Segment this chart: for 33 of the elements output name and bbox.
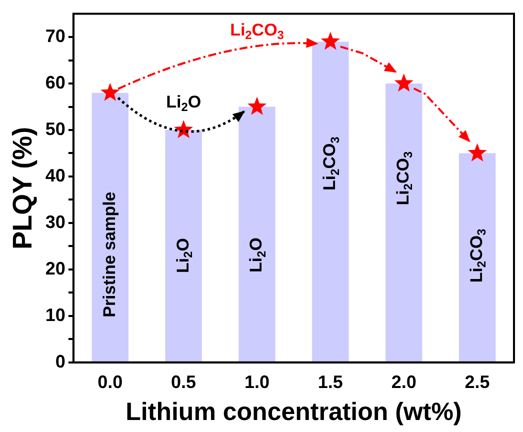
y-tick-label: 20 — [45, 258, 66, 278]
annotation: Li2CO3 — [466, 228, 489, 283]
point — [100, 82, 120, 101]
y-axis-title: PLQY (%) — [8, 126, 38, 250]
y-tick-label: 60 — [45, 72, 66, 92]
annotation: Li2O — [246, 238, 268, 273]
x-tick-label: 1.0 — [244, 372, 270, 392]
point — [247, 96, 267, 115]
bar — [165, 130, 202, 362]
y-tick-label: 30 — [45, 212, 66, 232]
annotation: Pristine sample — [100, 192, 119, 318]
y-tick-label: 0 — [55, 351, 66, 372]
annotation: Li2CO3 — [394, 151, 416, 206]
x-tick-label: 2.0 — [391, 372, 416, 392]
y-tick-label: 10 — [45, 304, 66, 325]
x-tick-label: 2.5 — [464, 372, 490, 392]
y-tick-label: 50 — [45, 118, 66, 139]
bar — [238, 106, 276, 362]
bar — [312, 42, 349, 362]
x-tick-label: 1.5 — [318, 372, 343, 392]
annotation: Li2CO3 — [320, 136, 342, 190]
point — [468, 143, 487, 162]
x-tick-label: 0.0 — [98, 372, 123, 392]
y-tick-label: 70 — [45, 26, 66, 46]
annotation: Li2O — [173, 238, 195, 273]
bar — [386, 84, 422, 362]
y-tick-label: 40 — [45, 165, 66, 186]
x-axis-title: Lithium concentration (wt%) — [126, 398, 462, 426]
bar — [458, 153, 496, 362]
point — [394, 74, 414, 92]
x-tick-label: 0.5 — [171, 372, 196, 392]
point — [320, 32, 340, 50]
bar — [92, 92, 128, 362]
